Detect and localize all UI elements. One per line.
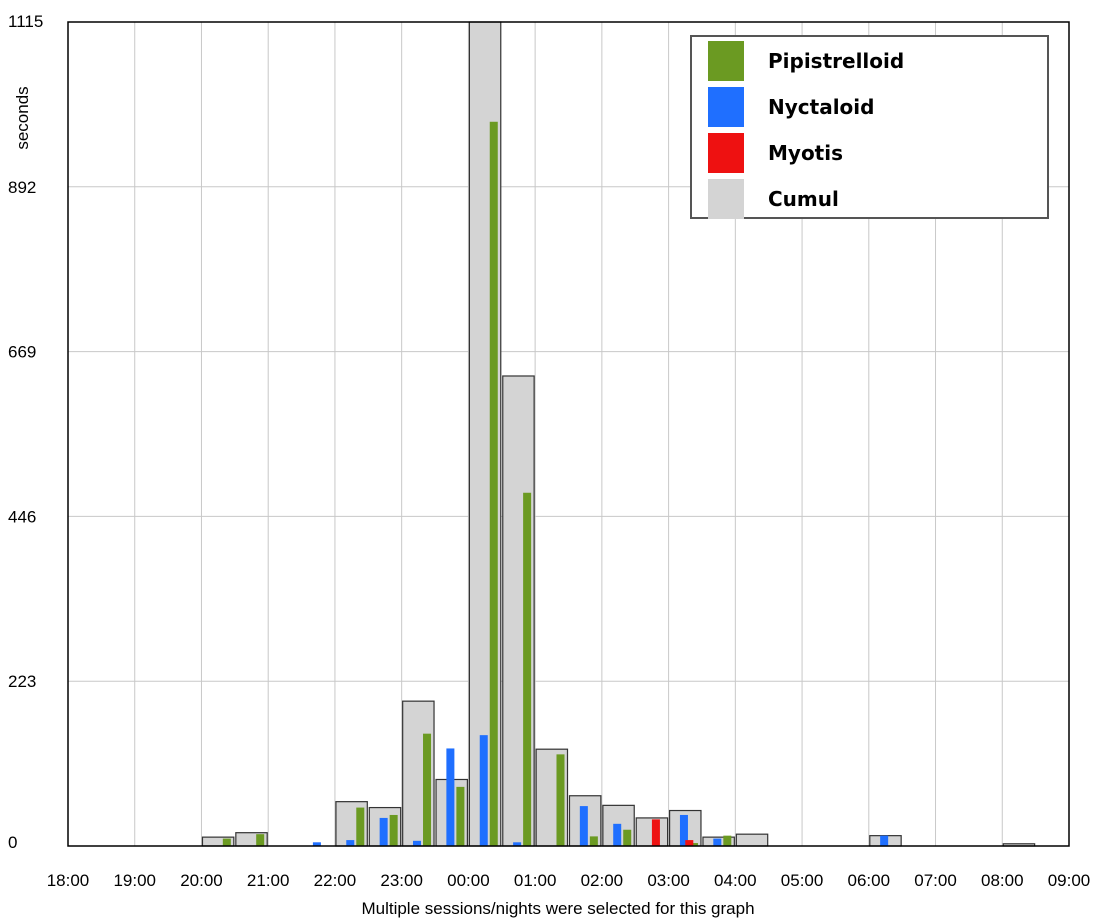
bar-pipistrelloid (423, 733, 432, 846)
grid-lines (68, 22, 1069, 846)
x-tick-labels: 18:00 19:00 20:00 21:00 22:00 23:00 00:00 01:00… (47, 871, 1091, 890)
y-tick-label: 669 (8, 343, 36, 362)
bar-nyctaloid (346, 840, 355, 846)
bar-pipistrelloid (356, 807, 365, 846)
legend-box (690, 35, 1049, 219)
x-tick-label: 07:00 (914, 871, 957, 890)
bar-myotis (651, 819, 660, 846)
chart-caption: Multiple sessions/nights were selected f… (361, 899, 754, 918)
x-tick-label: 22:00 (314, 871, 357, 890)
bar-nyctaloid (479, 735, 488, 846)
bar-nyctaloid (312, 842, 321, 846)
bar-nyctaloid (513, 842, 522, 846)
y-tick-label: 223 (8, 672, 36, 691)
bar-cumul (635, 817, 669, 847)
bar-nyctaloid (379, 817, 388, 846)
x-tick-label: 08:00 (981, 871, 1024, 890)
x-tick-label: 19:00 (113, 871, 156, 890)
y-tick-label: 0 (8, 833, 17, 852)
x-tick-label: 18:00 (47, 871, 90, 890)
y-tick-label: 892 (8, 178, 36, 197)
plot-frame (67, 21, 1070, 847)
x-tick-label: 23:00 (380, 871, 423, 890)
legend: Pipistrelloid Nyctaloid Myotis Cumul (690, 35, 1049, 219)
x-tick-label: 00:00 (447, 871, 490, 890)
bar-nyctaloid (880, 835, 889, 846)
y-tick-label: 1115 (8, 12, 43, 31)
x-tick-label: 06:00 (848, 871, 891, 890)
x-tick-label: 03:00 (647, 871, 690, 890)
y-axis-label: seconds (13, 86, 32, 149)
bar-nyctaloid (413, 840, 422, 846)
x-tick-label: 01:00 (514, 871, 557, 890)
bar-pipistrelloid (623, 829, 632, 846)
bar-pipistrelloid (389, 814, 398, 846)
y-tick-labels: 0 223 446 669 892 1115 (8, 12, 43, 852)
bar-pipistrelloid (456, 786, 465, 846)
bar-nyctaloid (613, 823, 622, 846)
legend-label-myotis: Myotis (768, 141, 843, 165)
x-tick-label: 05:00 (781, 871, 824, 890)
bar-nyctaloid (713, 838, 722, 846)
legend-swatch-myotis (708, 133, 744, 173)
legend-swatch-pipistrelloid (708, 41, 744, 81)
x-tick-label: 04:00 (714, 871, 757, 890)
bar-pipistrelloid (222, 838, 231, 846)
bar-cumul (735, 833, 769, 847)
y-tick-label: 446 (8, 507, 36, 526)
x-tick-label: 20:00 (180, 871, 223, 890)
bar-pipistrelloid (689, 843, 698, 846)
bar-pipistrelloid (589, 836, 598, 846)
legend-swatch-cumul (708, 179, 744, 219)
legend-swatch-nyctaloid (708, 87, 744, 127)
bar-nyctaloid (446, 748, 455, 846)
x-tick-label: 21:00 (247, 871, 290, 890)
bar-pipistrelloid (523, 492, 532, 846)
legend-label-pipistrelloid: Pipistrelloid (768, 49, 904, 73)
x-tick-label: 09:00 (1048, 871, 1091, 890)
bar-pipistrelloid (256, 834, 265, 846)
bar-pipistrelloid (723, 835, 732, 846)
bar-nyctaloid (679, 814, 688, 846)
bar-nyctaloid (579, 806, 588, 846)
legend-label-nyctaloid: Nyctaloid (768, 95, 874, 119)
legend-label-cumul: Cumul (768, 187, 839, 211)
bar-pipistrelloid (556, 754, 565, 846)
bar-myotis (685, 840, 694, 846)
bar-pipistrelloid (489, 121, 498, 846)
x-tick-label: 02:00 (581, 871, 624, 890)
